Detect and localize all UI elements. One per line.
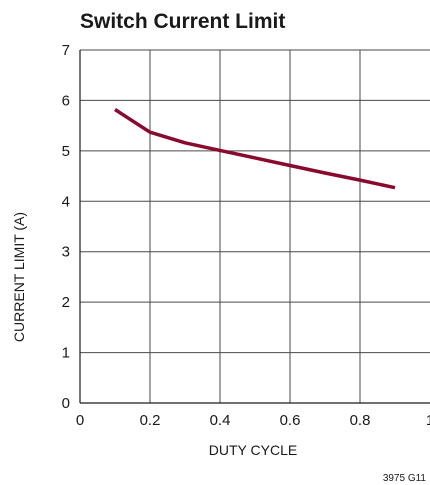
y-tick-label: 7 xyxy=(62,42,70,59)
plot-frame xyxy=(79,50,430,404)
current-limit-line xyxy=(114,108,396,190)
x-axis-title: DUTY CYCLE xyxy=(209,442,297,458)
y-tick-labels: 0 1 2 3 4 5 6 7 xyxy=(62,42,70,412)
x-tick-label: 0 xyxy=(76,412,84,429)
y-axis-title: CURRENT LIMIT (A) xyxy=(11,212,27,342)
figure-id: 3975 G11 xyxy=(383,473,427,484)
y-tick-label: 5 xyxy=(62,143,70,160)
y-tick-label: 0 xyxy=(62,395,70,412)
y-tick-label: 1 xyxy=(62,345,70,362)
y-tick-label: 2 xyxy=(62,294,70,311)
x-tick-label: 0.2 xyxy=(140,412,161,429)
data-series xyxy=(114,108,396,190)
chart-title: Switch Current Limit xyxy=(80,10,285,33)
y-tick-label: 3 xyxy=(62,244,70,261)
y-tick-label: 4 xyxy=(62,193,70,210)
x-tick-label: 0.8 xyxy=(350,412,371,429)
grid-lines xyxy=(80,49,430,403)
x-tick-label: 0.4 xyxy=(210,412,231,429)
x-tick-label: 1 xyxy=(426,412,430,429)
x-tick-label: 0.6 xyxy=(280,412,301,429)
x-tick-labels: 0 0.2 0.4 0.6 0.8 1 xyxy=(76,412,430,429)
y-tick-label: 6 xyxy=(62,92,70,109)
